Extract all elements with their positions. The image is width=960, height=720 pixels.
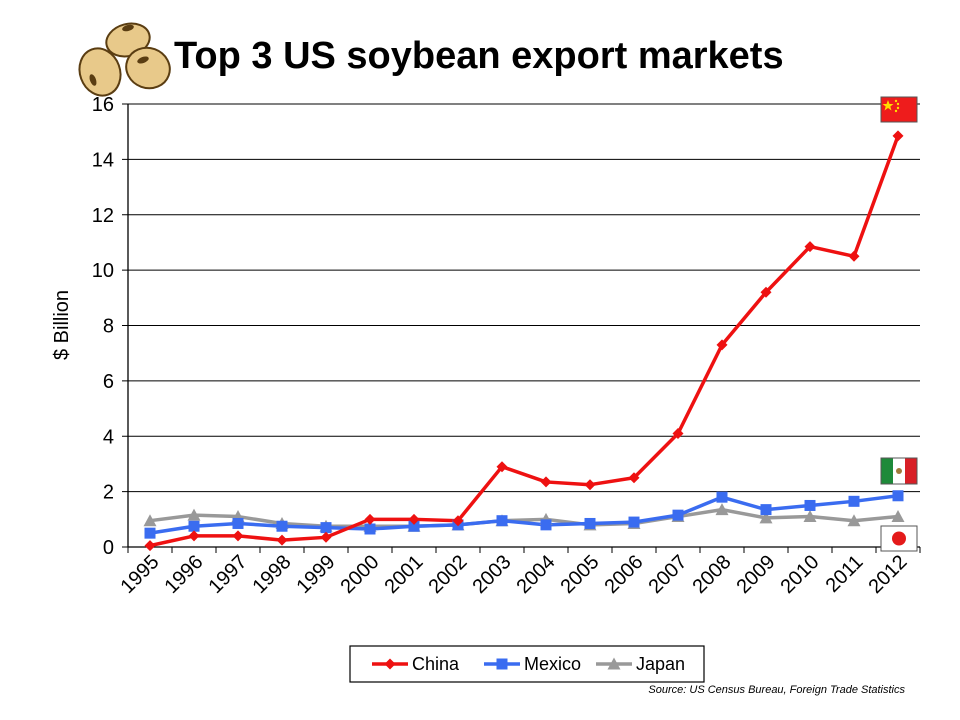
data-point-china [188,530,200,542]
legend-label-china: China [412,654,460,674]
data-point-japan [759,511,773,524]
source-note: Source: US Census Bureau, Foreign Trade … [648,684,905,696]
x-tick-label: 2006 [601,551,648,598]
data-point-china [804,241,816,253]
data-point-china [364,513,376,525]
data-point-mexico [804,499,816,511]
x-tick-label: 2004 [513,551,560,598]
data-point-china [408,513,420,525]
data-point-china [892,130,904,142]
legend-marker-japan [607,657,621,670]
data-point-china [848,250,860,262]
data-point-mexico [144,527,156,539]
data-point-china [320,531,332,543]
legend-label-mexico: Mexico [524,654,581,674]
mexico-flag-icon [880,457,918,485]
data-point-mexico [892,490,904,502]
legend-marker-mexico [496,658,508,670]
data-point-china [584,479,596,491]
legend: China Mexico Japan [349,645,705,683]
x-tick-label: 2012 [865,551,912,598]
x-tick-label: 1998 [249,551,296,598]
x-tick-labels: 1995199619971998199920002001200220032004… [117,551,912,598]
data-point-china [716,339,728,351]
gridlines [128,103,920,493]
series-line-china [149,135,900,548]
x-tick-label: 2009 [733,551,780,598]
data-point-china [760,286,772,298]
data-point-mexico [232,517,244,529]
x-tick-label: 2010 [777,551,824,598]
data-point-china [276,534,288,546]
data-point-japan [715,503,729,516]
data-point-china [496,461,508,473]
data-point-china [540,476,552,488]
x-tick-label: 2007 [645,551,692,598]
x-tick-label: 1999 [293,551,340,598]
y-tick-label: 4 [103,426,114,448]
chart-title: Top 3 US soybean export markets [174,35,784,77]
series-line-japan [149,507,899,528]
x-tick-label: 2005 [557,551,604,598]
data-point-japan [803,510,817,523]
data-point-china [144,540,156,552]
data-point-mexico [540,519,552,531]
y-tick-label: 0 [103,537,114,559]
data-point-japan [891,510,905,523]
japan-flag-icon [880,525,918,552]
x-tick-label: 2000 [337,551,384,598]
x-tick-label: 2001 [381,551,428,598]
data-point-china [452,515,464,527]
data-point-mexico [716,491,728,503]
x-tick-label: 1995 [117,551,164,598]
data-point-mexico [760,504,772,516]
data-point-china [672,427,684,439]
data-point-mexico [320,522,332,534]
y-tick-labels: 0 2 4 6 8 10 12 14 16 [92,94,114,559]
series-lines [149,135,900,548]
x-tick-label: 1996 [161,551,208,598]
axes [122,103,921,553]
x-tick-label: 2008 [689,551,736,598]
data-point-mexico [276,520,288,532]
data-point-mexico [628,516,640,528]
data-point-mexico [408,520,420,532]
data-point-china [232,530,244,542]
data-point-mexico [364,523,376,535]
data-point-mexico [188,520,200,532]
y-tick-label: 10 [92,260,114,282]
data-point-japan [143,514,157,527]
x-tick-label: 2003 [469,551,516,598]
x-tick-label: 2002 [425,551,472,598]
x-tick-label: 2011 [822,551,868,597]
y-tick-label: 6 [103,371,114,393]
y-axis-label: $ Billion [51,290,73,360]
y-tick-label: 12 [92,205,114,227]
data-point-japan [187,508,201,521]
legend-marker-china [384,658,396,670]
soybeans-icon [78,22,171,97]
y-tick-label: 14 [92,149,114,171]
china-flag-icon [880,96,918,123]
x-tick-label: 1997 [205,551,252,598]
data-point-china [628,472,640,484]
data-point-japan [847,514,861,527]
legend-label-japan: Japan [636,654,685,674]
series-markers [143,130,905,552]
data-point-mexico [672,509,684,521]
y-tick-label: 16 [92,94,114,116]
data-point-mexico [496,515,508,527]
data-point-mexico [584,517,596,529]
y-tick-label: 8 [103,316,114,338]
y-tick-label: 2 [103,482,114,504]
series-line-mexico [149,494,899,535]
data-point-mexico [848,495,860,507]
